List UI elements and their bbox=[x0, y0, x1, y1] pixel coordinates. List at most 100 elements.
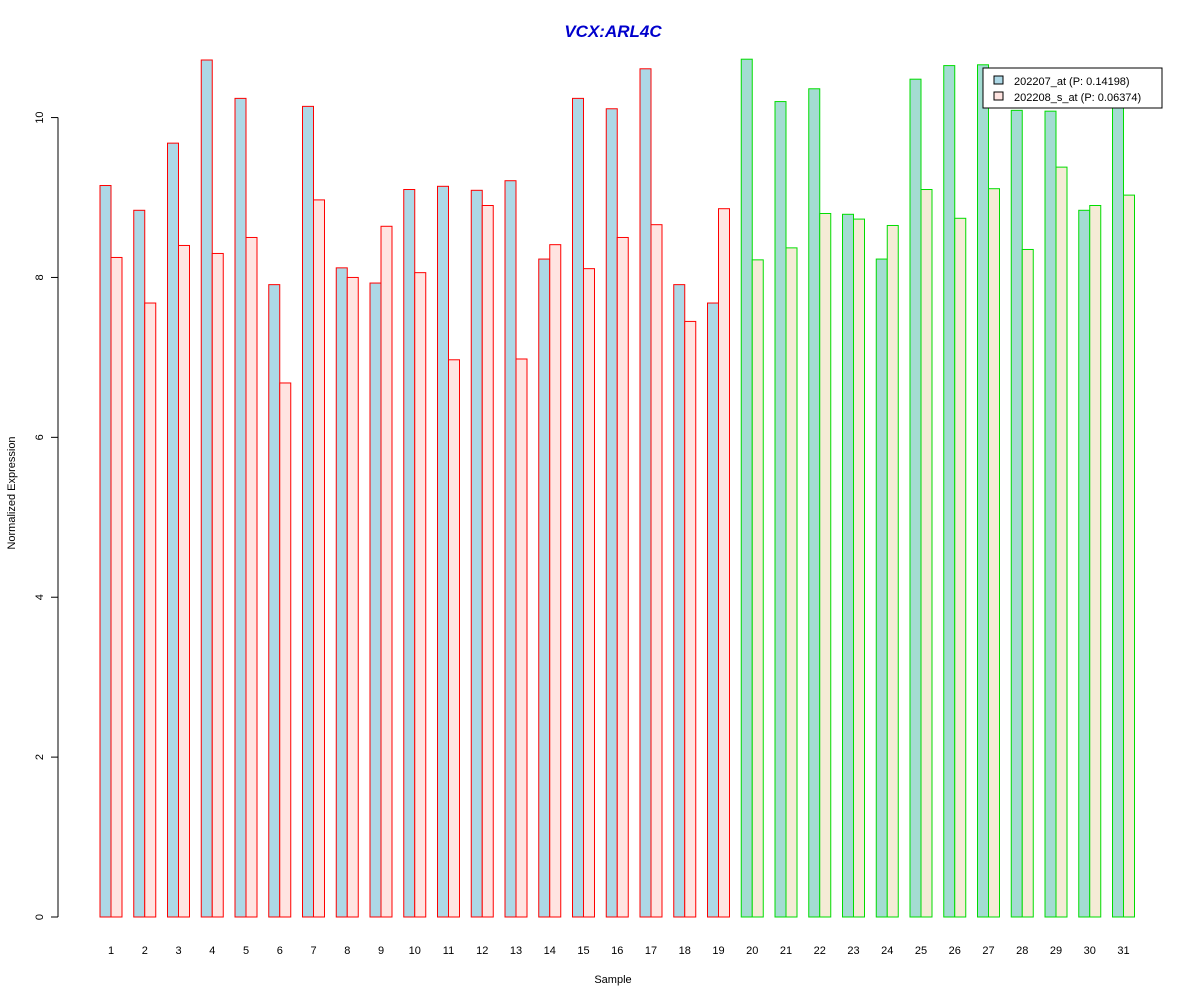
bar-202208-s-at bbox=[684, 320, 697, 918]
bar-202207-at bbox=[470, 189, 483, 918]
bar-202207-at bbox=[707, 302, 719, 918]
x-tick-label: 15 bbox=[577, 945, 589, 957]
bar-202208-s-at bbox=[1055, 166, 1068, 918]
bar-202208-s-at bbox=[853, 218, 865, 918]
x-tick-label: 9 bbox=[378, 945, 384, 957]
bar-202207-at bbox=[740, 58, 753, 918]
bar-202207-at bbox=[504, 180, 517, 918]
bar-202207-at bbox=[605, 108, 618, 918]
x-tick-label: 4 bbox=[209, 945, 215, 957]
bar-202207-at bbox=[234, 97, 247, 918]
bar-202208-s-at bbox=[785, 247, 798, 918]
bar-202207-at bbox=[369, 282, 382, 918]
bar-202208-s-at bbox=[313, 199, 325, 918]
bar-202208-s-at bbox=[616, 236, 629, 918]
bar-202208-s-at bbox=[549, 244, 562, 918]
bar-202207-at bbox=[875, 258, 888, 918]
bar-202208-s-at bbox=[1123, 194, 1135, 918]
bar-202207-at bbox=[639, 68, 652, 918]
bar-202207-at bbox=[99, 185, 112, 918]
bar-202207-at bbox=[842, 213, 854, 918]
bar-202207-at bbox=[133, 209, 146, 918]
bar-202208-s-at bbox=[1021, 248, 1034, 918]
x-tick-label: 28 bbox=[1016, 945, 1028, 957]
bar-202207-at bbox=[302, 105, 314, 918]
bar-202207-at bbox=[909, 78, 922, 918]
y-tick-label: 10 bbox=[34, 111, 46, 123]
bar-202207-at bbox=[943, 65, 956, 918]
x-tick-label: 17 bbox=[645, 945, 657, 957]
bar-202207-at bbox=[200, 59, 213, 918]
x-tick-label: 19 bbox=[712, 945, 724, 957]
y-axis-label: Normalized Expression bbox=[6, 436, 18, 549]
x-tick-labels: 1 2 3 4 5 6 7 8 9 10 11 12 13 14 15 16 17 18 19 20 21 22 23 24 2… bbox=[108, 945, 1130, 957]
x-tick-label: 6 bbox=[277, 945, 283, 957]
bar-202208-s-at bbox=[211, 252, 224, 918]
bar-202208-s-at bbox=[144, 302, 157, 918]
bar-202207-at bbox=[808, 88, 821, 918]
bar-202208-s-at bbox=[414, 272, 427, 918]
bar-202207-at bbox=[1010, 109, 1023, 918]
bar-202208-s-at bbox=[583, 268, 595, 918]
bar-202207-at bbox=[403, 189, 416, 918]
bar-202207-at bbox=[774, 101, 787, 918]
bar-202207-at bbox=[1078, 209, 1091, 918]
bar-202208-s-at bbox=[279, 382, 292, 918]
y-tick-label: 6 bbox=[34, 434, 46, 440]
bar-202208-s-at bbox=[954, 217, 967, 918]
bar-202208-s-at bbox=[380, 225, 393, 918]
x-tick-label: 21 bbox=[780, 945, 792, 957]
x-tick-label: 27 bbox=[982, 945, 994, 957]
x-tick-label: 23 bbox=[847, 945, 859, 957]
x-tick-label: 7 bbox=[310, 945, 316, 957]
y-tick-label: 0 bbox=[34, 914, 46, 920]
x-tick-label: 12 bbox=[476, 945, 488, 957]
x-tick-label: 3 bbox=[175, 945, 181, 957]
bar-202208-s-at bbox=[515, 358, 528, 918]
bar-202208-s-at bbox=[819, 212, 832, 918]
y-tick-label: 2 bbox=[34, 754, 46, 760]
bar-202208-s-at bbox=[481, 204, 494, 918]
bar-202207-at bbox=[673, 284, 686, 918]
bar-202208-s-at bbox=[448, 359, 460, 918]
bar-202207-at bbox=[167, 142, 179, 918]
x-tick-label: 2 bbox=[142, 945, 148, 957]
bar-202208-s-at bbox=[110, 256, 123, 918]
x-tick-label: 22 bbox=[814, 945, 826, 957]
bar-202207-at bbox=[572, 97, 584, 918]
bar-202207-at bbox=[977, 64, 989, 918]
bar-202207-at bbox=[538, 258, 551, 918]
bar-202208-s-at bbox=[346, 276, 359, 918]
bar-202207-at bbox=[1044, 110, 1057, 918]
bars-group bbox=[99, 58, 1135, 918]
x-tick-label: 13 bbox=[510, 945, 522, 957]
bar-202208-s-at bbox=[178, 244, 190, 918]
x-tick-label: 20 bbox=[746, 945, 758, 957]
bar-202208-s-at bbox=[650, 224, 663, 918]
x-tick-label: 11 bbox=[443, 945, 454, 957]
x-tick-label: 18 bbox=[679, 945, 691, 957]
x-axis-label: Sample bbox=[594, 974, 631, 986]
bar-202207-at bbox=[268, 284, 281, 918]
x-tick-label: 29 bbox=[1050, 945, 1062, 957]
x-tick-label: 25 bbox=[915, 945, 927, 957]
legend-box bbox=[982, 67, 1163, 109]
bar-202208-s-at bbox=[718, 208, 730, 918]
y-tick-label: 4 bbox=[34, 594, 46, 600]
legend-label-series-2: 202208_s_at (P: 0.06374) bbox=[1014, 92, 1141, 104]
bar-202208-s-at bbox=[245, 236, 258, 918]
bar-202208-s-at bbox=[886, 224, 899, 918]
bar-202207-at bbox=[1112, 89, 1124, 918]
x-tick-label: 1 bbox=[108, 945, 114, 957]
x-tick-label: 14 bbox=[544, 945, 556, 957]
legend-label-series-1: 202207_at (P: 0.14198) bbox=[1014, 76, 1130, 88]
bar-202207-at bbox=[437, 185, 449, 918]
legend-swatch-series-2 bbox=[993, 91, 1004, 101]
x-tick-label: 24 bbox=[881, 945, 893, 957]
bar-202208-s-at bbox=[920, 189, 933, 918]
x-tick-label: 8 bbox=[344, 945, 350, 957]
bar-202208-s-at bbox=[1089, 204, 1102, 918]
bar-202208-s-at bbox=[988, 188, 1000, 918]
